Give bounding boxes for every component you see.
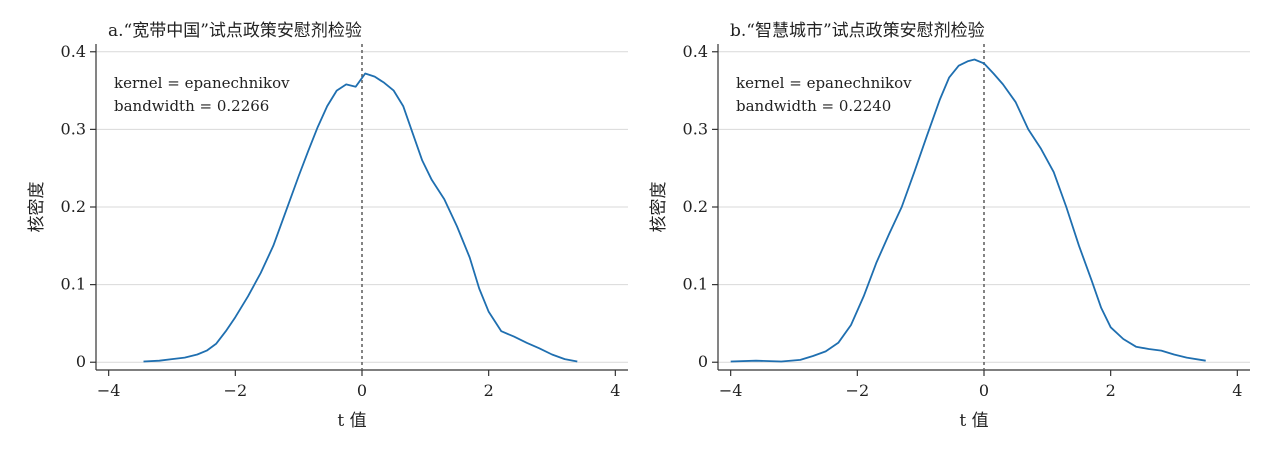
bandwidth-annotation: bandwidth = 0.2240: [736, 97, 891, 115]
x-tick-label: 4: [1232, 381, 1242, 400]
bandwidth-annotation: bandwidth = 0.2266: [114, 97, 269, 115]
x-tick-label: 2: [484, 381, 494, 400]
y-tick-label: 0.3: [683, 119, 708, 138]
y-tick-label: 0.4: [683, 42, 708, 61]
x-axis-label: t 值: [959, 411, 988, 431]
y-tick-label: 0.3: [61, 119, 86, 138]
x-tick-label: −2: [846, 381, 870, 400]
chart-title: b.“智慧城市”试点政策安慰剂检验: [730, 21, 985, 41]
x-tick-label: 2: [1106, 381, 1116, 400]
y-axis-label: 核密度: [27, 182, 47, 233]
y-tick-label: 0: [698, 352, 708, 371]
density-curve: [730, 58, 1206, 363]
x-tick-label: 0: [979, 381, 989, 400]
y-tick-label: 0.1: [683, 275, 708, 294]
x-axis-label: t 值: [337, 411, 366, 431]
y-tick-label: 0.2: [683, 197, 708, 216]
chart-title: a.“宽带中国”试点政策安慰剂检验: [108, 21, 362, 41]
kernel-annotation: kernel = epanechnikov: [114, 74, 290, 92]
y-tick-label: 0: [76, 352, 86, 371]
x-tick-label: −4: [719, 381, 743, 400]
kernel-annotation: kernel = epanechnikov: [736, 74, 912, 92]
density-curve: [143, 72, 578, 363]
y-tick-label: 0.4: [61, 42, 86, 61]
x-tick-label: −4: [97, 381, 121, 400]
y-tick-label: 0.2: [61, 197, 86, 216]
x-tick-label: 0: [357, 381, 367, 400]
x-tick-label: 4: [610, 381, 620, 400]
y-tick-label: 0.1: [61, 275, 86, 294]
y-axis-label: 核密度: [649, 182, 669, 233]
x-tick-label: −2: [224, 381, 248, 400]
